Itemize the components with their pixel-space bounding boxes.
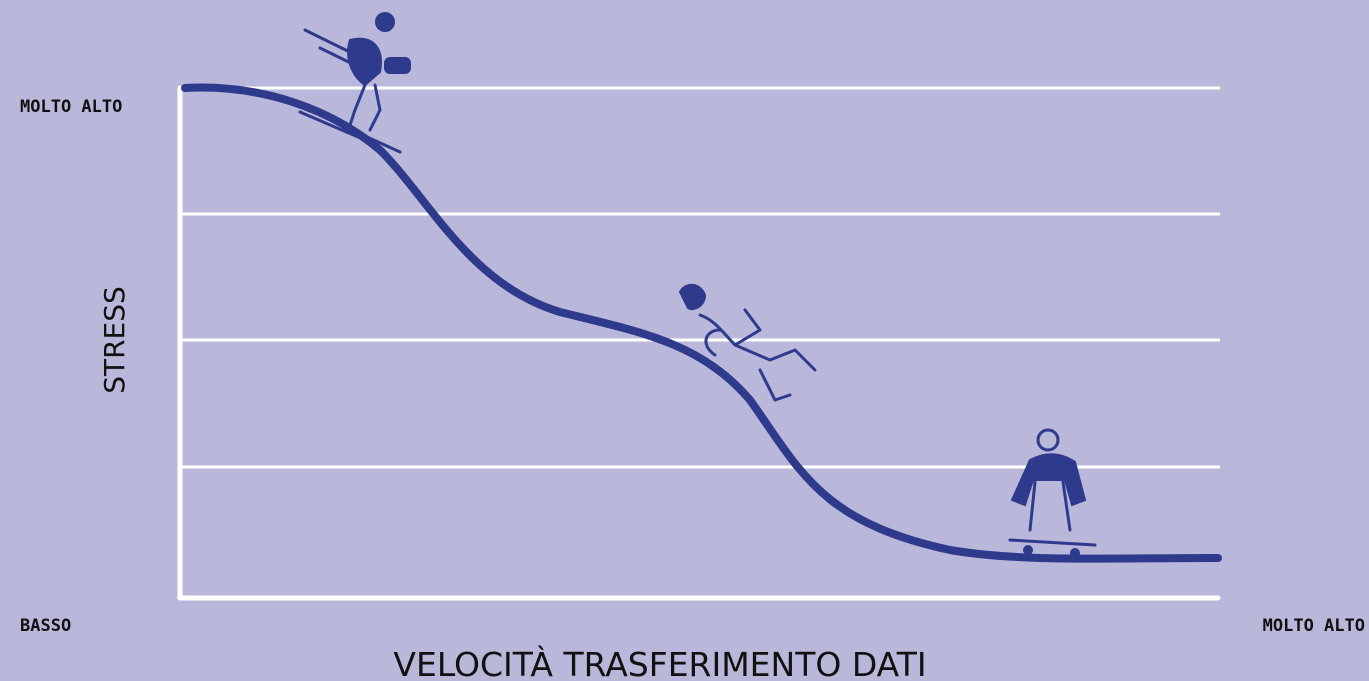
x-high-label: MOLTO ALTO: [1263, 616, 1365, 636]
y-high-label: MOLTO ALTO: [20, 97, 122, 117]
diagram: MOLTO ALTO BASSO MOLTO ALTO STRESS VELOC…: [0, 0, 1369, 681]
y-axis-title: STRESS: [98, 286, 131, 394]
x-low-label: BASSO: [20, 616, 71, 636]
x-axis-title: VELOCITÀ TRASFERIMENTO DATI: [393, 644, 926, 681]
